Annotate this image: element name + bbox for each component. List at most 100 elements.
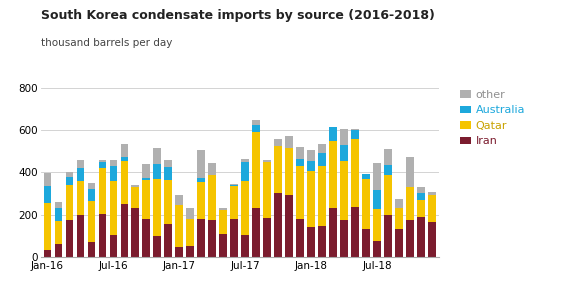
- Bar: [197, 178, 205, 182]
- Bar: [109, 181, 118, 235]
- Bar: [187, 208, 194, 219]
- Bar: [219, 208, 228, 210]
- Bar: [219, 210, 228, 234]
- Bar: [121, 157, 129, 161]
- Bar: [197, 150, 205, 178]
- Bar: [417, 194, 425, 200]
- Bar: [428, 194, 436, 222]
- Bar: [143, 180, 150, 219]
- Bar: [208, 220, 216, 257]
- Bar: [417, 187, 425, 194]
- Bar: [98, 162, 106, 168]
- Bar: [297, 219, 304, 257]
- Bar: [395, 199, 403, 208]
- Bar: [77, 168, 84, 181]
- Bar: [406, 220, 414, 257]
- Bar: [109, 159, 118, 166]
- Bar: [395, 230, 403, 257]
- Bar: [66, 172, 74, 176]
- Bar: [362, 230, 370, 257]
- Bar: [406, 157, 414, 187]
- Bar: [230, 186, 238, 219]
- Bar: [318, 226, 326, 257]
- Bar: [153, 236, 161, 257]
- Bar: [384, 175, 392, 215]
- Bar: [143, 164, 150, 178]
- Bar: [77, 159, 84, 168]
- Bar: [252, 132, 260, 208]
- Bar: [373, 209, 381, 241]
- Bar: [164, 224, 173, 257]
- Bar: [340, 161, 348, 220]
- Bar: [318, 144, 326, 153]
- Bar: [417, 200, 425, 217]
- Bar: [176, 194, 183, 205]
- Bar: [109, 235, 118, 257]
- Bar: [428, 192, 436, 194]
- Bar: [164, 159, 173, 167]
- Bar: [297, 166, 304, 219]
- Bar: [88, 183, 95, 189]
- Bar: [88, 201, 95, 242]
- Bar: [132, 185, 139, 187]
- Bar: [329, 127, 337, 140]
- Bar: [164, 180, 173, 224]
- Bar: [54, 208, 63, 221]
- Bar: [329, 140, 337, 208]
- Bar: [88, 189, 95, 201]
- Bar: [176, 247, 183, 257]
- Bar: [384, 149, 392, 165]
- Bar: [373, 241, 381, 257]
- Bar: [340, 220, 348, 257]
- Bar: [297, 159, 304, 166]
- Bar: [362, 174, 370, 179]
- Bar: [285, 194, 293, 257]
- Bar: [121, 161, 129, 204]
- Bar: [54, 244, 63, 257]
- Bar: [164, 167, 173, 180]
- Bar: [318, 166, 326, 226]
- Bar: [176, 205, 183, 247]
- Bar: [307, 150, 315, 161]
- Bar: [143, 178, 150, 180]
- Bar: [351, 207, 359, 257]
- Bar: [132, 208, 139, 257]
- Bar: [252, 120, 260, 125]
- Bar: [230, 184, 238, 185]
- Bar: [307, 161, 315, 171]
- Bar: [242, 235, 249, 257]
- Bar: [285, 148, 293, 194]
- Bar: [44, 173, 51, 186]
- Bar: [44, 250, 51, 257]
- Bar: [197, 219, 205, 257]
- Bar: [329, 208, 337, 257]
- Bar: [395, 208, 403, 230]
- Bar: [307, 171, 315, 227]
- Bar: [98, 159, 106, 162]
- Bar: [121, 144, 129, 157]
- Bar: [252, 125, 260, 132]
- Bar: [219, 234, 228, 257]
- Bar: [66, 185, 74, 220]
- Text: thousand barrels per day: thousand barrels per day: [41, 38, 173, 48]
- Bar: [54, 221, 63, 244]
- Bar: [252, 208, 260, 257]
- Bar: [384, 165, 392, 175]
- Bar: [274, 146, 283, 194]
- Bar: [340, 129, 348, 145]
- Bar: [274, 194, 283, 257]
- Bar: [242, 181, 249, 235]
- Bar: [54, 202, 63, 208]
- Bar: [242, 159, 249, 162]
- Bar: [297, 147, 304, 159]
- Bar: [98, 168, 106, 213]
- Bar: [351, 129, 359, 130]
- Bar: [351, 130, 359, 140]
- Bar: [153, 179, 161, 236]
- Bar: [230, 219, 238, 257]
- Bar: [406, 187, 414, 220]
- Bar: [285, 136, 293, 148]
- Bar: [428, 222, 436, 257]
- Bar: [263, 162, 271, 218]
- Bar: [66, 220, 74, 257]
